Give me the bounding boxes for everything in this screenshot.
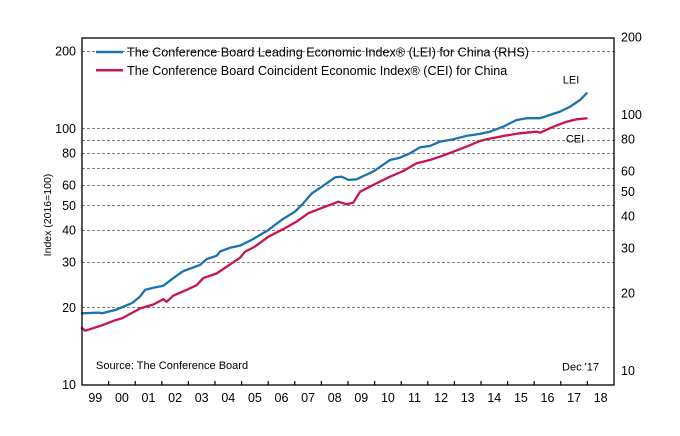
x-tick-label: 99 (88, 391, 102, 405)
x-tick-label: 09 (354, 391, 368, 405)
x-tick-label: 01 (142, 391, 156, 405)
y-tick-label-right: 80 (621, 133, 635, 147)
y-tick-label-left: 20 (62, 301, 76, 315)
y-tick-label-left: 40 (62, 224, 76, 238)
x-tick-label: 16 (541, 391, 555, 405)
x-tick-label: 13 (461, 391, 475, 405)
y-tick-label-right: 40 (621, 210, 635, 224)
legend-label-cei: The Conference Board Coincident Economic… (127, 64, 507, 78)
y-tick-label-right: 20 (621, 287, 635, 301)
y-tick-label-right: 30 (621, 242, 635, 256)
x-tick-label: 00 (115, 391, 129, 405)
x-tick-label: 10 (381, 391, 395, 405)
legend-label-lei: The Conference Board Leading Economic In… (127, 46, 529, 60)
cei-series-line (80, 117, 588, 332)
x-tick-label: 14 (487, 391, 501, 405)
x-tick-label: 06 (275, 391, 289, 405)
y-tick-label-right: 10 (621, 364, 635, 378)
lei-series-line (80, 92, 588, 315)
y-tick-label-left: 50 (62, 199, 76, 213)
y-axis-title: Index (2016=100) (42, 174, 54, 257)
series-label-cei: CEI (566, 134, 584, 146)
x-tick-label: 11 (408, 391, 421, 405)
series-label-lei: LEI (563, 75, 580, 87)
y-tick-label-left: 10 (62, 378, 76, 392)
legend-entry-cei: The Conference Board Coincident Economic… (96, 64, 507, 78)
x-tick-label: 12 (434, 391, 448, 405)
x-tick-label: 02 (168, 391, 182, 405)
series-lines (80, 92, 588, 332)
y-tick-label-right: 200 (621, 31, 642, 45)
y-tick-label-left: 80 (62, 147, 76, 161)
x-tick-label: 05 (248, 391, 262, 405)
axes: 1020304050608010020010203040506080100200… (55, 31, 642, 405)
y-tick-label-right: 60 (621, 165, 635, 179)
x-tick-label: 18 (594, 391, 608, 405)
y-tick-label-left: 60 (62, 179, 76, 193)
y-tick-label-right: 100 (621, 108, 642, 122)
latest-date-note: Dec '17 (562, 362, 599, 374)
x-tick-label: 03 (195, 391, 209, 405)
y-tick-label-left: 200 (55, 45, 76, 59)
y-tick-label-left: 100 (55, 122, 76, 136)
x-tick-label: 07 (301, 391, 315, 405)
y-tick-label-left: 30 (62, 256, 76, 270)
x-tick-label: 17 (567, 391, 581, 405)
x-tick-label: 15 (514, 391, 528, 405)
legend-entry-lei: The Conference Board Leading Economic In… (96, 46, 529, 60)
y-tick-label-right: 50 (621, 185, 635, 199)
plot-frame (81, 37, 615, 386)
x-tick-label: 08 (328, 391, 342, 405)
gridlines (82, 51, 614, 308)
x-tick-label: 04 (221, 391, 235, 405)
legend: The Conference Board Leading Economic In… (96, 46, 529, 78)
source-note: Source: The Conference Board (96, 360, 248, 372)
